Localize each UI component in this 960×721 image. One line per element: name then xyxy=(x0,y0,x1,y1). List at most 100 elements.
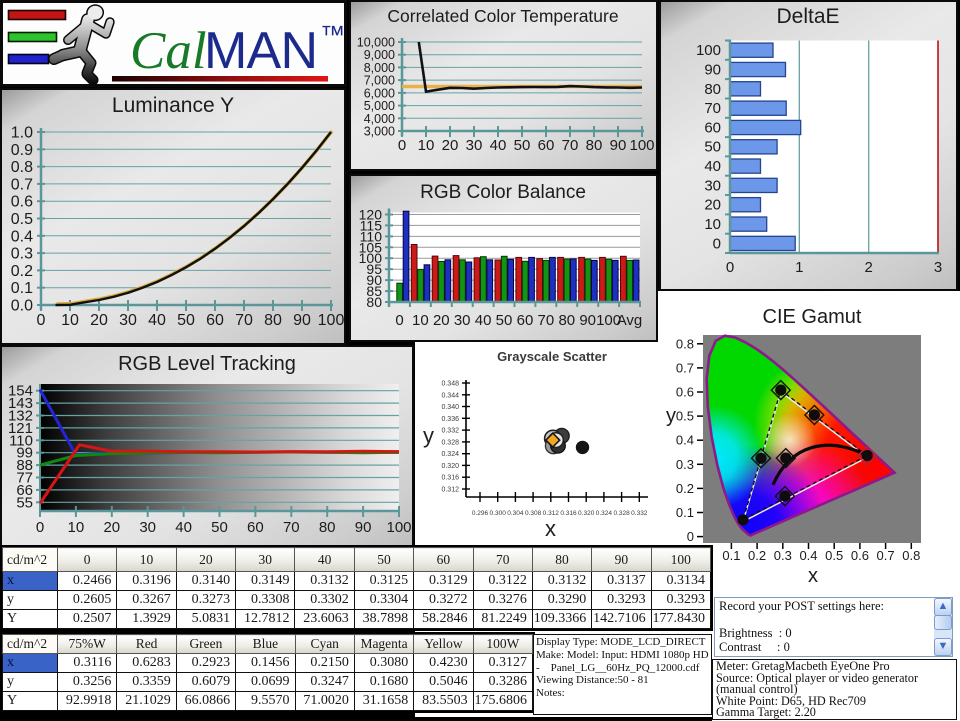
svg-text:6,000: 6,000 xyxy=(364,86,395,100)
svg-text:10: 10 xyxy=(61,312,79,329)
svg-text:MAN: MAN xyxy=(204,22,318,80)
svg-text:90: 90 xyxy=(293,312,311,329)
svg-text:y: y xyxy=(666,405,676,427)
svg-text:0.6: 0.6 xyxy=(11,194,33,211)
svg-text:70: 70 xyxy=(283,519,300,536)
svg-text:0: 0 xyxy=(726,259,734,276)
svg-text:2: 2 xyxy=(865,259,873,276)
svg-text:Grayscale Scatter: Grayscale Scatter xyxy=(497,349,607,364)
svg-text:77: 77 xyxy=(16,470,33,487)
svg-text:10: 10 xyxy=(418,137,435,154)
svg-text:60: 60 xyxy=(247,519,264,536)
svg-text:0.2: 0.2 xyxy=(676,481,694,496)
svg-text:0.332: 0.332 xyxy=(441,428,459,435)
svg-text:0.3: 0.3 xyxy=(676,457,694,472)
svg-text:90: 90 xyxy=(366,272,382,288)
svg-text:80: 80 xyxy=(704,81,721,98)
svg-text:90: 90 xyxy=(355,519,372,536)
svg-text:40: 40 xyxy=(475,312,492,329)
svg-text:30: 30 xyxy=(139,519,156,536)
svg-text:70: 70 xyxy=(562,137,579,154)
svg-text:0.1: 0.1 xyxy=(11,280,33,297)
svg-text:143: 143 xyxy=(8,395,33,412)
svg-text:100: 100 xyxy=(696,42,721,59)
svg-text:0.340: 0.340 xyxy=(441,404,459,411)
svg-text:0.344: 0.344 xyxy=(441,392,459,399)
svg-text:0.5: 0.5 xyxy=(676,409,694,424)
svg-text:80: 80 xyxy=(366,294,382,310)
svg-text:60: 60 xyxy=(206,312,224,329)
svg-text:0.316: 0.316 xyxy=(441,475,459,482)
svg-text:9,000: 9,000 xyxy=(364,48,395,62)
svg-text:121: 121 xyxy=(8,420,33,437)
svg-text:85: 85 xyxy=(366,283,382,299)
svg-text:3,000: 3,000 xyxy=(364,125,395,139)
svg-text:0.7: 0.7 xyxy=(877,548,895,563)
svg-text:4,000: 4,000 xyxy=(364,112,395,126)
svg-text:0.320: 0.320 xyxy=(578,510,595,517)
svg-text:0.308: 0.308 xyxy=(525,510,542,517)
svg-text:95: 95 xyxy=(366,261,382,277)
svg-text:0.5: 0.5 xyxy=(11,211,33,228)
svg-text:88: 88 xyxy=(16,457,33,474)
svg-text:1.0: 1.0 xyxy=(11,125,33,142)
svg-text:110: 110 xyxy=(9,432,33,449)
svg-text:10: 10 xyxy=(68,519,85,536)
svg-text:0.4: 0.4 xyxy=(11,228,33,245)
svg-text:50: 50 xyxy=(211,519,228,536)
svg-text:0.296: 0.296 xyxy=(472,510,489,517)
svg-text:80: 80 xyxy=(264,312,282,329)
svg-text:110: 110 xyxy=(360,228,383,244)
svg-text:115: 115 xyxy=(360,217,383,233)
svg-text:40: 40 xyxy=(490,137,507,154)
svg-text:100: 100 xyxy=(629,137,654,154)
svg-text:y: y xyxy=(423,423,434,448)
svg-text:x: x xyxy=(808,565,818,587)
svg-text:70: 70 xyxy=(704,100,721,117)
svg-text:x: x xyxy=(545,516,556,541)
svg-text:0.3: 0.3 xyxy=(774,548,792,563)
svg-text:0.336: 0.336 xyxy=(441,416,459,423)
svg-text:0.2: 0.2 xyxy=(748,548,766,563)
svg-text:0.7: 0.7 xyxy=(676,360,694,375)
svg-text:Correlated Color Temperature: Correlated Color Temperature xyxy=(387,6,618,26)
svg-text:66: 66 xyxy=(16,482,33,499)
svg-text:50: 50 xyxy=(496,312,513,329)
svg-text:120: 120 xyxy=(359,207,383,223)
svg-text:90: 90 xyxy=(704,62,721,79)
svg-text:132: 132 xyxy=(8,408,33,425)
svg-text:0.9: 0.9 xyxy=(11,142,33,159)
svg-text:90: 90 xyxy=(610,137,627,154)
svg-text:20: 20 xyxy=(90,312,108,329)
svg-text:99: 99 xyxy=(16,445,33,462)
svg-text:60: 60 xyxy=(538,137,555,154)
svg-text:7,000: 7,000 xyxy=(364,74,395,88)
svg-text:1: 1 xyxy=(795,259,803,276)
svg-text:0: 0 xyxy=(398,137,406,154)
svg-text:70: 70 xyxy=(235,312,253,329)
svg-text:0.3: 0.3 xyxy=(11,246,33,263)
svg-text:80: 80 xyxy=(586,137,603,154)
svg-text:0.320: 0.320 xyxy=(441,463,459,470)
svg-text:RGB Level Tracking: RGB Level Tracking xyxy=(118,353,296,375)
svg-text:100: 100 xyxy=(359,250,383,266)
svg-text:50: 50 xyxy=(514,137,531,154)
svg-text:8,000: 8,000 xyxy=(364,61,395,75)
svg-text:0.312: 0.312 xyxy=(441,487,459,494)
svg-text:30: 30 xyxy=(704,177,721,194)
svg-text:0.1: 0.1 xyxy=(676,505,694,520)
svg-text:0.4: 0.4 xyxy=(676,433,694,448)
svg-text:10: 10 xyxy=(412,312,429,329)
svg-text:0.328: 0.328 xyxy=(613,510,630,517)
svg-text:0.324: 0.324 xyxy=(596,510,613,517)
svg-text:0.8: 0.8 xyxy=(676,336,694,351)
svg-text:3: 3 xyxy=(934,259,942,276)
svg-text:80: 80 xyxy=(558,312,575,329)
svg-text:60: 60 xyxy=(517,312,534,329)
svg-text:0.300: 0.300 xyxy=(490,510,507,517)
svg-text:100: 100 xyxy=(318,312,344,329)
svg-text:55: 55 xyxy=(16,494,33,511)
svg-text:0.324: 0.324 xyxy=(441,451,459,458)
svg-text:Luminance Y: Luminance Y xyxy=(112,94,234,117)
svg-text:40: 40 xyxy=(704,158,721,175)
